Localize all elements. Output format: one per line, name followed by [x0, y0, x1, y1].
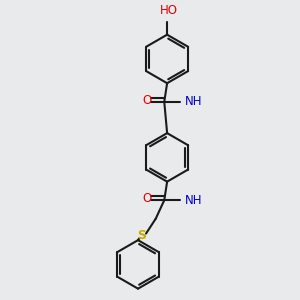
Text: NH: NH	[185, 95, 202, 108]
Text: O: O	[142, 192, 152, 205]
Text: NH: NH	[185, 194, 202, 207]
Text: HO: HO	[160, 4, 178, 17]
Text: S: S	[137, 230, 146, 242]
Text: O: O	[142, 94, 152, 106]
